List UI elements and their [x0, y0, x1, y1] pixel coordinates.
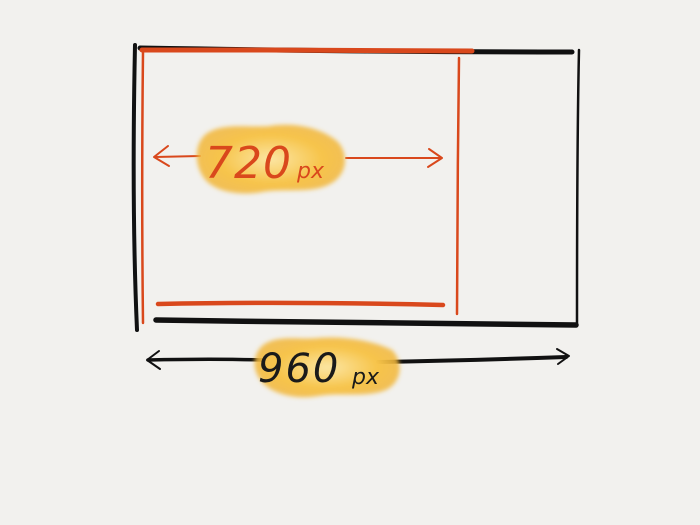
inner-frame-right	[455, 56, 461, 316]
inner-arrow-left-shaft	[154, 155, 201, 158]
inner-width-number: 720	[205, 138, 292, 189]
outer-width-arrow	[146, 348, 570, 370]
inner-width-label: 720 px	[205, 138, 325, 189]
outer-frame	[131, 43, 581, 332]
outer-width-unit: px	[351, 365, 380, 390]
outer-arrow-right-head	[556, 348, 570, 365]
outer-frame-bottom	[153, 317, 579, 328]
outer-width-label: 960 px	[258, 346, 380, 392]
inner-frame-top	[139, 47, 475, 54]
inner-width-unit: px	[296, 159, 325, 184]
outer-arrow-left-shaft	[146, 357, 264, 362]
outer-frame-left	[131, 43, 139, 332]
outer-label-highlight	[254, 337, 400, 398]
outer-arrow-right-shaft	[376, 355, 568, 364]
inner-frame	[139, 47, 475, 325]
inner-label-highlight	[196, 124, 345, 194]
inner-frame-left	[141, 50, 145, 325]
outer-width-number: 960	[258, 346, 340, 392]
inner-width-arrow	[153, 145, 443, 168]
outer-frame-right	[575, 48, 581, 327]
inner-arrow-right-head	[427, 148, 443, 168]
inner-frame-bottom	[155, 300, 446, 308]
